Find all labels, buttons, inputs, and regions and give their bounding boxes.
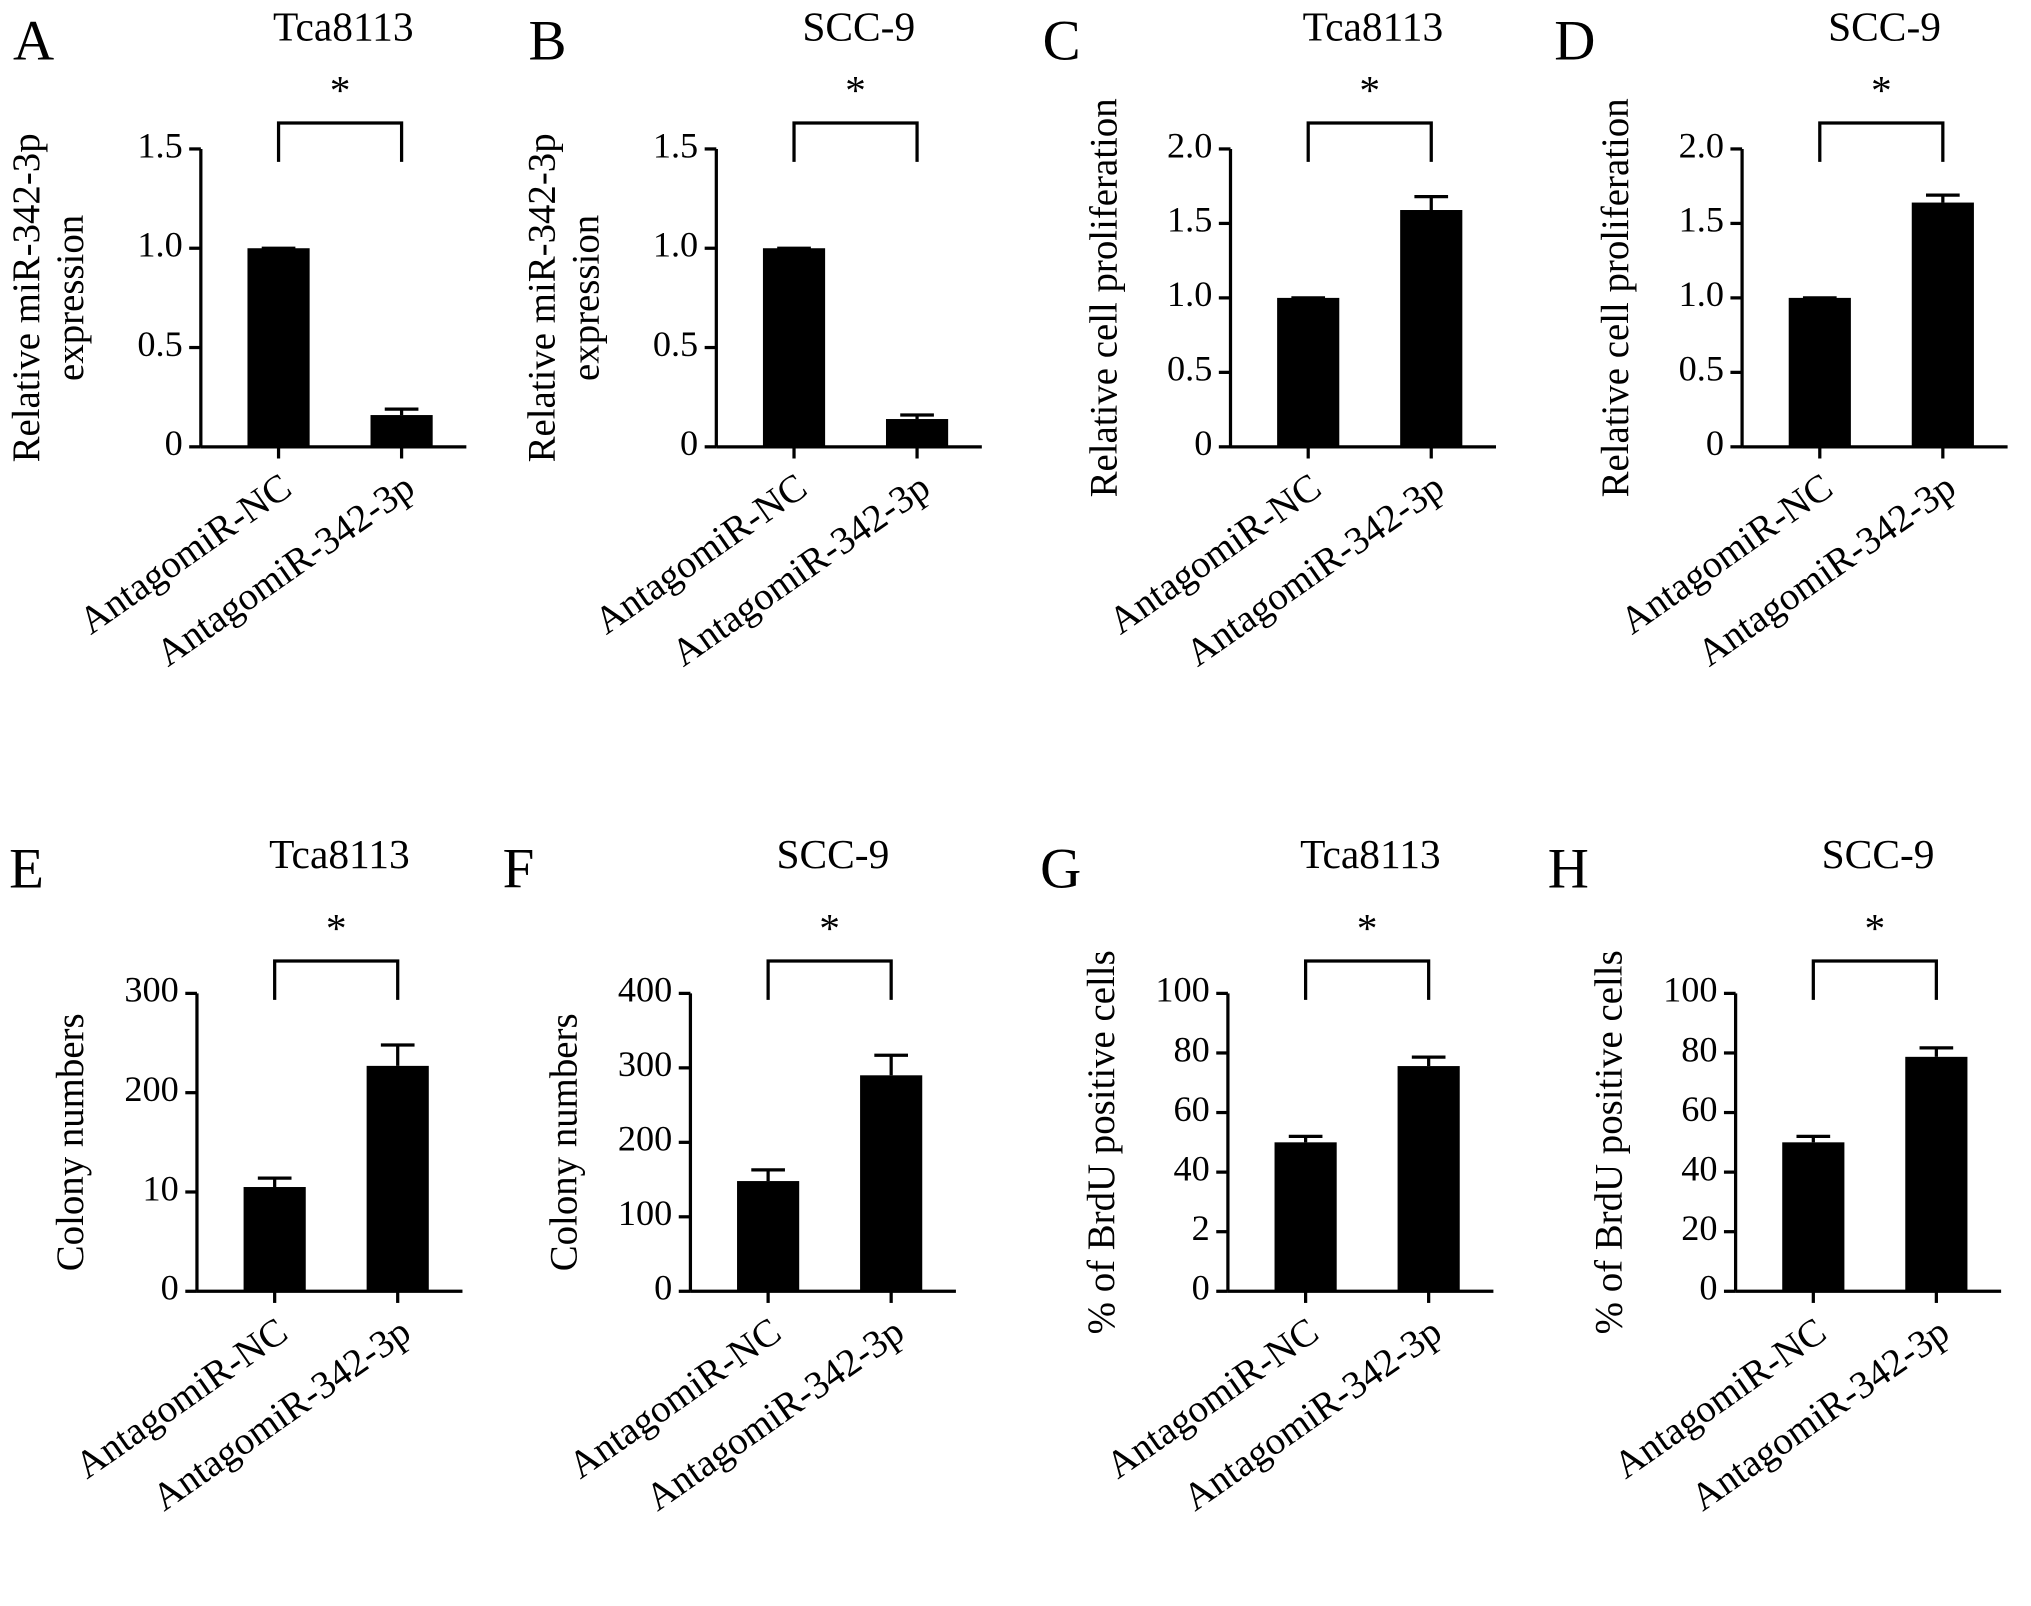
bar <box>860 1075 923 1292</box>
y-tick-label: 10 <box>143 1168 179 1208</box>
panel-letter: C <box>1043 10 1081 73</box>
y-tick-label: 2.0 <box>1679 125 1724 165</box>
significance-label: * <box>1359 67 1380 113</box>
y-axis-label: % of BrdU positive cells <box>1587 950 1630 1334</box>
y-tick-label: 200 <box>124 1069 178 1109</box>
bar <box>1788 297 1851 447</box>
significance-bracket <box>1811 959 1938 1000</box>
y-tick-label: 0 <box>680 423 698 463</box>
y-axis-label: expression <box>564 215 607 381</box>
bar <box>762 248 826 447</box>
bar <box>885 419 949 447</box>
significance-bracket <box>766 959 893 1000</box>
significance-label: * <box>330 67 351 113</box>
y-tick-label: 40 <box>1681 1148 1717 1188</box>
y-tick-label: 1.0 <box>1167 274 1212 314</box>
bar <box>366 1065 429 1292</box>
panel-letter: G <box>1040 837 1081 900</box>
bar <box>243 1187 306 1292</box>
panel-letter: A <box>13 10 54 73</box>
panel-letter: D <box>1554 10 1595 73</box>
y-tick-label: 0 <box>1194 423 1212 463</box>
bar <box>1277 297 1340 447</box>
bar <box>737 1181 800 1292</box>
chart-title: Tca8113 <box>1303 4 1444 50</box>
y-axis-label: expression <box>49 215 92 381</box>
y-axis-label: Relative miR-342-3p <box>5 133 48 462</box>
significance-label: * <box>1864 905 1885 951</box>
significance-bracket <box>1818 121 1945 162</box>
y-tick-label: 0.5 <box>1167 349 1212 389</box>
y-tick-label: 0 <box>1699 1268 1717 1308</box>
panel-letter: E <box>9 837 44 900</box>
y-tick-label: 1.0 <box>653 225 698 265</box>
y-tick-label: 60 <box>1174 1089 1210 1129</box>
y-axis-label: Relative miR-342-3p <box>520 133 563 462</box>
bar <box>1274 1142 1337 1292</box>
y-tick-label: 1.0 <box>1679 274 1724 314</box>
y-tick-label: 300 <box>124 970 178 1010</box>
y-tick-label: 0 <box>161 1268 179 1308</box>
panel-letter: H <box>1548 837 1589 900</box>
y-tick-label: 2 <box>1192 1208 1210 1248</box>
y-tick-label: 100 <box>1663 970 1717 1010</box>
y-tick-label: 60 <box>1681 1089 1717 1129</box>
chart-title: Tca8113 <box>1300 831 1441 877</box>
significance-label: * <box>845 67 866 113</box>
panel-letter: B <box>529 10 567 73</box>
y-tick-label: 0 <box>165 423 183 463</box>
bar <box>1400 210 1463 447</box>
y-tick-label: 0.5 <box>1679 349 1724 389</box>
y-tick-label: 0.5 <box>653 324 698 364</box>
bar <box>247 248 310 447</box>
significance-label: * <box>326 905 347 951</box>
chart-title: Tca8113 <box>273 4 414 50</box>
y-tick-label: 300 <box>618 1044 672 1084</box>
y-tick-label: 0 <box>654 1268 672 1308</box>
y-tick-label: 400 <box>618 970 672 1010</box>
bar <box>1911 202 1974 447</box>
y-tick-label: 100 <box>1155 970 1209 1010</box>
panel-letter: F <box>503 837 535 900</box>
y-tick-label: 200 <box>618 1119 672 1159</box>
y-tick-label: 1.5 <box>653 125 698 165</box>
chart-title: SCC-9 <box>1828 4 1941 50</box>
significance-bracket <box>1306 121 1433 162</box>
y-tick-label: 100 <box>618 1193 672 1233</box>
significance-label: * <box>819 905 840 951</box>
y-axis-label: Colony numbers <box>542 1013 585 1271</box>
chart-title: Tca8113 <box>269 831 410 877</box>
significance-bracket <box>273 959 400 1000</box>
y-tick-label: 80 <box>1681 1029 1717 1069</box>
significance-label: * <box>1871 67 1892 113</box>
chart-title: SCC-9 <box>776 831 889 877</box>
y-tick-label: 20 <box>1681 1208 1717 1248</box>
y-tick-label: 1.0 <box>137 225 182 265</box>
y-tick-label: 0.5 <box>137 324 182 364</box>
y-tick-label: 1.5 <box>137 125 182 165</box>
y-tick-label: 40 <box>1174 1148 1210 1188</box>
y-tick-label: 1.5 <box>1679 200 1724 240</box>
y-tick-label: 80 <box>1174 1029 1210 1069</box>
significance-bracket <box>276 121 404 162</box>
y-axis-label: Colony numbers <box>49 1013 92 1271</box>
significance-label: * <box>1357 905 1378 951</box>
y-axis-label: Relative cell proliferation <box>1594 98 1637 497</box>
chart-title: SCC-9 <box>1822 831 1935 877</box>
significance-bracket <box>792 121 919 162</box>
bar <box>370 415 433 447</box>
y-axis-label: % of BrdU positive cells <box>1080 950 1123 1334</box>
y-tick-label: 1.5 <box>1167 200 1212 240</box>
y-axis-label: Relative cell proliferation <box>1082 98 1125 497</box>
chart-title: SCC-9 <box>802 4 915 50</box>
significance-bracket <box>1303 959 1431 1000</box>
y-tick-label: 0 <box>1706 423 1724 463</box>
bar <box>1905 1056 1968 1292</box>
y-tick-label: 2.0 <box>1167 125 1212 165</box>
bar <box>1782 1142 1845 1292</box>
y-tick-label: 0 <box>1192 1268 1210 1308</box>
bar <box>1397 1066 1460 1292</box>
